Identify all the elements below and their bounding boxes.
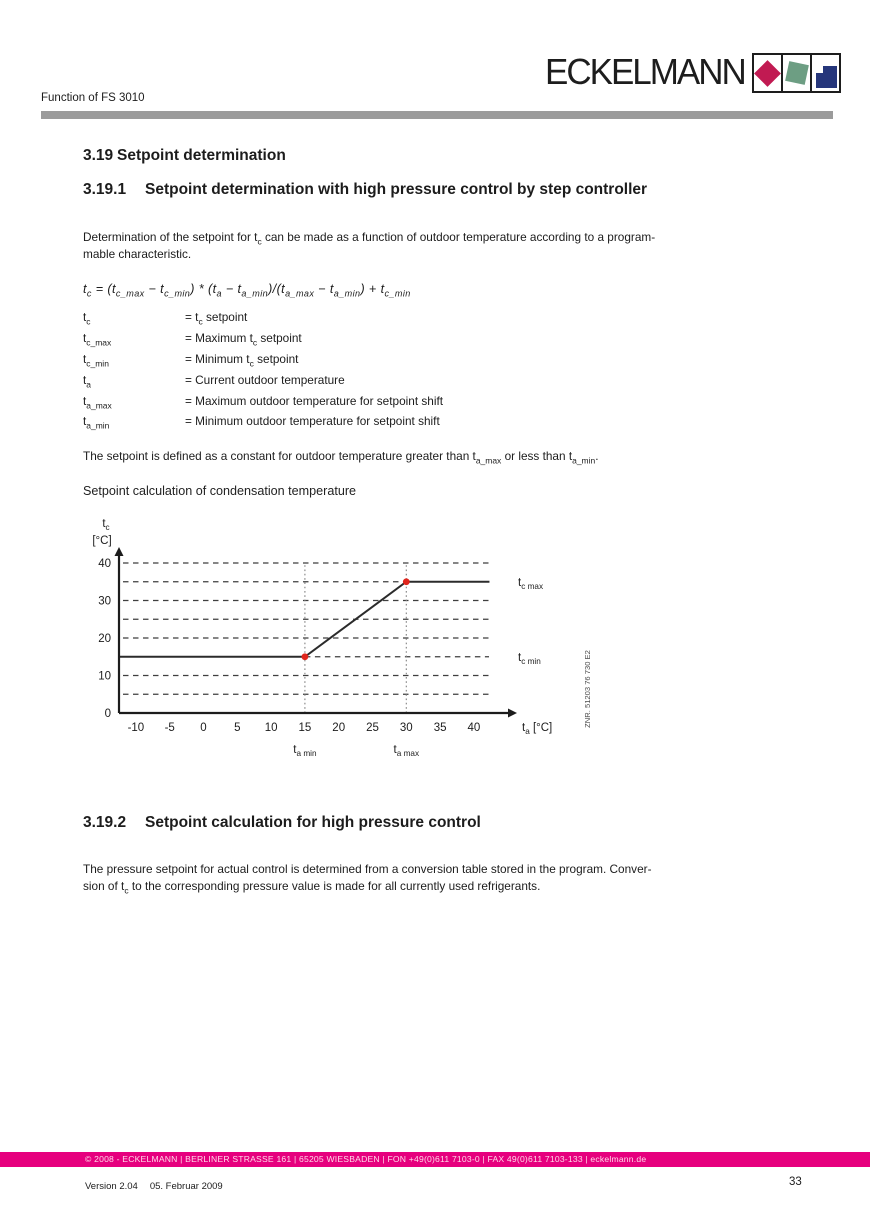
section-heading-319: 3.19 Setpoint determination — [83, 147, 286, 165]
setpoint-chart: -10 -5 0 5 10 15 20 25 30 35 40 0 10 20 30 40 tc [°C] ta [… — [92, 518, 592, 758]
section-title: Setpoint determination — [117, 147, 286, 164]
svg-text:40: 40 — [98, 558, 111, 570]
svg-text:[°C]: [°C] — [92, 535, 111, 547]
setpoint-formula: tc = (tc_max − tc_min) * (ta − ta_min)/(… — [83, 282, 411, 299]
logo-marks — [751, 53, 841, 93]
definition-row: tc = tc setpoint — [83, 310, 443, 331]
section-heading-3192: 3.19.2 Setpoint calculation for high pres… — [83, 814, 481, 832]
version-line: Version 2.04 05. Februar 2009 — [85, 1181, 223, 1192]
definition-text: = Minimum tc setpoint — [185, 351, 299, 369]
section-number: 3.19.1 — [83, 181, 127, 198]
running-header: Function of FS 3010 — [41, 92, 145, 104]
page-number: 33 — [789, 1176, 802, 1188]
definition-term: ta_max — [83, 393, 112, 410]
svg-text:10: 10 — [98, 671, 111, 683]
y-axis-arrow-icon — [114, 547, 124, 556]
definition-row: tc_min = Minimum tc setpoint — [83, 352, 443, 373]
definition-term: ta_min — [83, 414, 110, 431]
svg-text:40: 40 — [468, 722, 481, 734]
constant-note: The setpoint is defined as a constant fo… — [83, 449, 599, 466]
definition-row: ta_min = Minimum outdoor temperature for … — [83, 414, 443, 435]
logo-wordmark: ECKELMANN — [545, 52, 747, 93]
svg-text:20: 20 — [98, 633, 111, 645]
version-label: Version 2.04 — [85, 1181, 138, 1192]
definition-text: = Current outdoor temperature — [185, 372, 345, 387]
eckelmann-logo: ECKELMANN — [545, 53, 841, 93]
section-number: 3.19.2 — [83, 814, 127, 831]
figure-caption: Setpoint calculation of condensation tem… — [83, 484, 357, 498]
svg-text:ta [°C]: ta [°C] — [522, 722, 552, 736]
logo-diamond-icon — [753, 60, 781, 87]
section-heading-3191: 3.19.1 Setpoint determination with high p… — [83, 181, 647, 199]
definition-text: = Maximum tc setpoint — [185, 330, 302, 348]
section-title: Setpoint determination with high pressur… — [145, 181, 648, 198]
svg-text:ZNR. 51203 76 730 E2: ZNR. 51203 76 730 E2 — [583, 650, 592, 728]
header-rule — [41, 111, 833, 119]
chart-marker-dot — [301, 653, 309, 661]
logo-blue-square-icon — [815, 66, 837, 88]
footer-address-bar: © 2008 - ECKELMANN | BERLINER STRASSE 16… — [0, 1152, 870, 1167]
pressure-paragraph: The pressure setpoint for actual control… — [83, 862, 652, 896]
svg-text:tc min: tc min — [518, 652, 541, 666]
definition-text: = Minimum outdoor temperature for setpoi… — [185, 414, 440, 429]
section-number: 3.19 — [83, 147, 114, 164]
svg-text:tc: tc — [102, 518, 109, 532]
definition-term: tc_min — [83, 351, 109, 369]
svg-text:30: 30 — [98, 596, 111, 608]
svg-text:35: 35 — [434, 722, 447, 734]
x-axis-arrow-icon — [508, 708, 517, 718]
section-title: Setpoint calculation for high pressure c… — [145, 814, 481, 831]
definition-text: = Maximum outdoor temperature for setpoi… — [185, 393, 444, 408]
definition-row: ta_max = Maximum outdoor temperature for … — [83, 394, 443, 415]
definition-list: tc = tc setpoint tc_max = Maximum tc setpoi… — [83, 310, 443, 435]
svg-text:5: 5 — [234, 722, 240, 734]
svg-text:tc max: tc max — [518, 577, 543, 591]
logo-box-2 — [780, 53, 812, 93]
chart-marker-dot — [402, 578, 410, 586]
svg-text:15: 15 — [299, 722, 312, 734]
svg-text:ta min: ta min — [293, 744, 317, 758]
logo-box-1 — [751, 53, 783, 93]
definition-term: tc_max — [83, 330, 112, 348]
definition-term: ta — [83, 372, 91, 390]
definition-row: ta = Current outdoor temperature — [83, 373, 443, 394]
definition-row: tc_max = Maximum tc setpoint — [83, 331, 443, 352]
definition-term: tc — [83, 310, 91, 327]
svg-text:25: 25 — [366, 722, 379, 734]
logo-green-square-icon — [784, 61, 809, 85]
intro-paragraph: Determination of the setpoint for tc can… — [83, 230, 656, 261]
svg-text:10: 10 — [265, 722, 278, 734]
svg-text:-10: -10 — [128, 722, 145, 734]
version-date: 05. Februar 2009 — [149, 1181, 223, 1192]
svg-text:-5: -5 — [165, 722, 175, 734]
svg-text:ta max: ta max — [394, 744, 420, 758]
svg-text:0: 0 — [105, 708, 111, 720]
logo-box-3 — [809, 53, 841, 93]
svg-text:20: 20 — [332, 722, 345, 734]
logo-blue-notch — [815, 66, 823, 73]
svg-text:0: 0 — [200, 722, 206, 734]
definition-text: = tc setpoint — [185, 310, 248, 327]
svg-text:30: 30 — [400, 722, 413, 734]
